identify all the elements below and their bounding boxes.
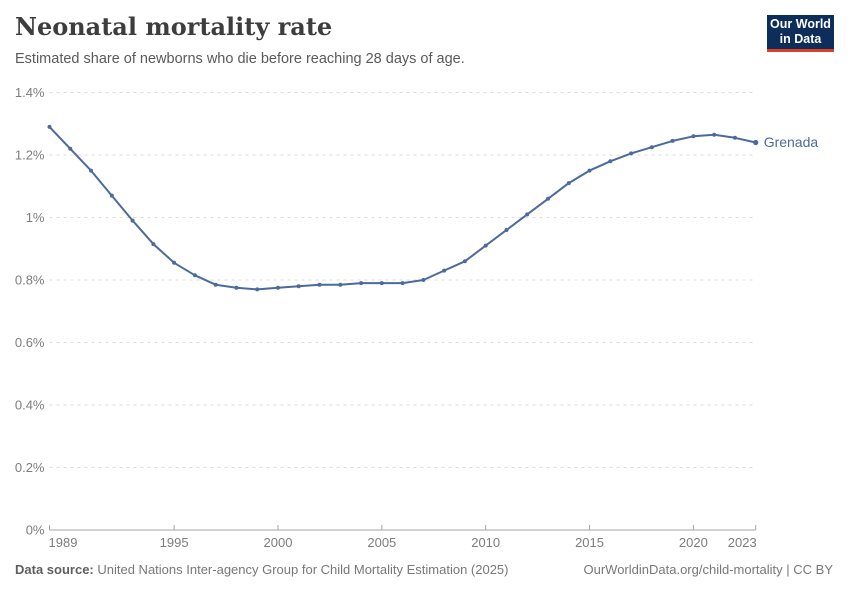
data-point [566,181,571,186]
data-point [691,134,696,139]
data-point [255,287,260,292]
chart-subtitle: Estimated share of newborns who die befo… [15,51,465,67]
data-point [462,259,467,264]
data-point [338,282,343,287]
data-point [234,285,239,290]
y-axis-tick-label: 1.4% [15,85,45,100]
data-point [151,242,156,247]
data-point [130,218,135,223]
x-axis-tick-label: 1995 [160,535,189,550]
data-point [546,196,550,201]
y-axis-tick-label: 0% [26,523,45,538]
data-point [587,168,592,173]
data-point [296,284,301,289]
data-point [753,139,759,146]
y-axis-tick-label: 1% [26,210,45,225]
data-point [359,281,364,286]
owid-logo[interactable]: Our World in Data [767,15,834,52]
data-point [379,281,384,286]
data-point [732,135,737,140]
data-point [608,159,613,164]
owid-logo-line1: Our World [770,17,831,31]
data-point [421,278,426,282]
page-title: Neonatal mortality rate [15,12,333,41]
x-axis-tick-label: 2015 [575,535,604,550]
data-point [525,212,530,217]
data-point [47,124,52,129]
data-point [504,228,509,232]
data-point [629,151,634,156]
x-axis-tick-label: 2005 [367,535,396,550]
owid-url-license-link[interactable]: OurWorldinData.org/child-mortality | CC … [583,562,834,577]
trend-line [48,125,757,291]
data-point [276,285,280,290]
data-point [213,282,218,287]
data-point [192,273,197,278]
data-source-text: United Nations Inter-agency Group for Ch… [93,562,509,577]
data-point [442,268,447,273]
y-axis-tick-label: 0.4% [15,398,45,413]
data-point [712,132,717,137]
y-axis-tick-label: 0.6% [15,335,45,350]
data-point [172,260,177,265]
series-label-grenada[interactable]: Grenada [764,134,819,150]
y-axis-tick-label: 0.8% [15,273,45,288]
data-point [670,138,675,143]
data-source-label: Data source: [15,562,94,577]
owid-logo-line2: in Data [779,32,822,46]
data-point [649,145,654,150]
x-axis-tick-label: 2010 [471,535,500,550]
data-point [317,282,322,287]
x-axis-tick-label: 2023 [728,535,757,550]
data-point [68,146,73,151]
chart-footer: Data source: United Nations Inter-agency… [15,562,833,577]
x-axis-tick-label: 1989 [49,535,78,550]
data-source-note: Data source: United Nations Inter-agency… [15,562,509,577]
data-point [400,281,405,286]
x-axis-tick-label: 2020 [679,535,708,550]
x-axis-tick-label: 2000 [264,535,293,550]
y-axis-tick-label: 0.2% [15,460,45,475]
data-point [89,168,93,173]
data-point [109,193,114,198]
data-point [483,243,488,248]
y-axis-tick-label: 1.2% [15,148,45,163]
